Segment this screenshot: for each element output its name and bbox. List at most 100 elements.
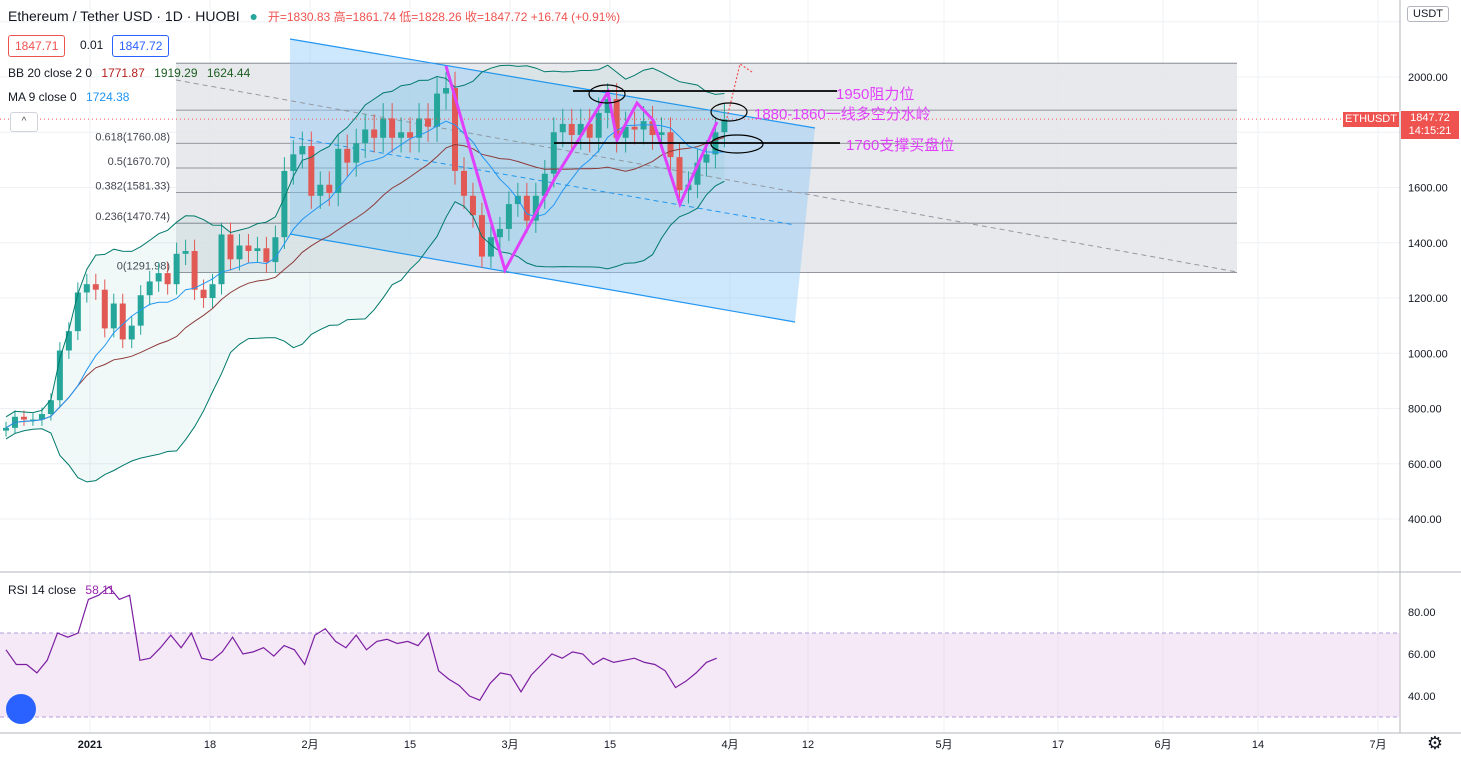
candle-body	[227, 234, 234, 260]
fib-level-label: 0.382(1581.33)	[95, 181, 170, 193]
candle-body	[308, 146, 315, 196]
candle-body	[146, 281, 153, 296]
bollinger-lower-line	[5, 180, 725, 483]
candle-body	[586, 123, 593, 138]
candle-body	[703, 154, 710, 163]
fib-level-label: 0(1291.98)	[117, 261, 170, 273]
candle-body	[3, 427, 9, 431]
candle-body	[649, 121, 656, 136]
annotation-watershed: 1880-1860一线多空分水岭	[754, 106, 931, 123]
time-tick-label: 2021	[78, 739, 102, 751]
candle-body	[344, 148, 351, 163]
candle-body	[56, 350, 63, 401]
bb-legend[interactable]: BB 20 close 2 0 1771.87 1919.29 1624.44	[8, 66, 256, 80]
channel-lower-line	[289, 233, 796, 323]
candle-body	[434, 93, 441, 127]
candle-body	[101, 289, 108, 329]
candle-body	[622, 126, 629, 138]
candle-body	[20, 416, 27, 420]
candle-body	[254, 248, 261, 252]
price-tick-label: 1000.00	[1408, 348, 1448, 360]
symbol-price-label: ETHUSDT	[1343, 112, 1399, 127]
bar-countdown: 14:15:21	[1408, 125, 1452, 137]
candle-body	[532, 195, 539, 221]
candle-body	[38, 414, 45, 420]
candle-body	[173, 253, 180, 285]
candle-body	[209, 284, 216, 298]
ma-label: MA 9 close 0	[8, 90, 77, 104]
market-status-dot: ●	[249, 8, 258, 24]
gear-icon[interactable]: ⚙	[1426, 733, 1443, 753]
sell-price-box[interactable]: 1847.71	[8, 35, 66, 57]
price-tick-label: 800.00	[1408, 404, 1442, 416]
time-tick-label: 4月	[721, 739, 738, 751]
candle-body	[200, 289, 207, 298]
candle-body	[568, 123, 575, 136]
ma-legend[interactable]: MA 9 close 0 1724.38	[8, 90, 135, 104]
candle-body	[263, 248, 270, 263]
candle-body	[119, 303, 126, 340]
candle-body	[667, 132, 674, 158]
buy-price-box[interactable]: 1847.72	[112, 35, 170, 57]
candle-body	[92, 284, 99, 290]
fib-level-label: 0.5(1670.70)	[108, 156, 170, 168]
candle-body	[505, 204, 512, 229]
rsi-value: 58.11	[85, 583, 115, 597]
candle-body	[658, 132, 665, 136]
rsi-tick-label: 80.00	[1408, 607, 1436, 619]
candle-body	[541, 173, 548, 196]
watershed-circle	[710, 102, 748, 122]
tradingview-logo-icon[interactable]	[6, 694, 36, 724]
price-tick-label: 1600.00	[1408, 183, 1448, 195]
time-tick-label: 15	[604, 739, 616, 751]
time-tick-label: 7月	[1369, 739, 1386, 751]
candle-body	[416, 118, 423, 138]
symbol-name: Ethereum / Tether USD · 1D · HUOBI	[8, 8, 240, 24]
candle-body	[281, 170, 288, 238]
collapse-legend-button[interactable]: ^	[10, 112, 38, 132]
candle-body	[245, 245, 252, 252]
candle-body	[110, 303, 117, 329]
candle-body	[721, 119, 728, 133]
last-price-tag: 1847.72 14:15:21	[1401, 111, 1459, 139]
price-tick-label: 1200.00	[1408, 293, 1448, 305]
candle-body	[74, 292, 81, 332]
candle-body	[469, 195, 476, 216]
candle-body	[604, 99, 611, 113]
candle-body	[164, 273, 171, 285]
candle-body	[182, 251, 189, 254]
candle-body	[353, 143, 360, 163]
candle-body	[487, 237, 494, 257]
rsi-line	[5, 585, 717, 701]
time-tick-label: 12	[802, 739, 814, 751]
candle-body	[676, 157, 683, 191]
time-tick-label: 18	[204, 739, 216, 751]
projection-arrow	[726, 63, 753, 119]
currency-badge[interactable]: USDT	[1407, 6, 1449, 22]
bb-lower: 1624.44	[206, 66, 251, 80]
time-tick-label: 14	[1252, 739, 1264, 751]
candle-body	[496, 228, 503, 238]
candle-body	[299, 146, 306, 155]
candle-body	[595, 112, 602, 138]
candle-body	[362, 129, 369, 144]
rsi-legend[interactable]: RSI 14 close 58.11	[8, 583, 121, 597]
candle-body	[29, 419, 36, 421]
fib-level-label: 0.618(1760.08)	[95, 131, 170, 143]
candle-body	[398, 132, 405, 138]
candle-body	[407, 132, 414, 138]
bb-upper: 1919.29	[154, 66, 198, 80]
candle-body	[65, 331, 72, 351]
rsi-label: RSI 14 close	[8, 583, 77, 597]
rsi-band	[0, 633, 1400, 717]
price-tick-label: 400.00	[1408, 514, 1442, 526]
bb-label: BB 20 close 2 0	[8, 66, 93, 80]
candle-body	[326, 184, 333, 194]
wave-pattern-line	[444, 65, 719, 274]
candle-body	[460, 170, 467, 196]
candle-body	[550, 132, 557, 174]
candle-body	[694, 162, 701, 185]
time-tick-label: 15	[404, 739, 416, 751]
annotation-support: 1760支撑买盘位	[846, 137, 955, 154]
